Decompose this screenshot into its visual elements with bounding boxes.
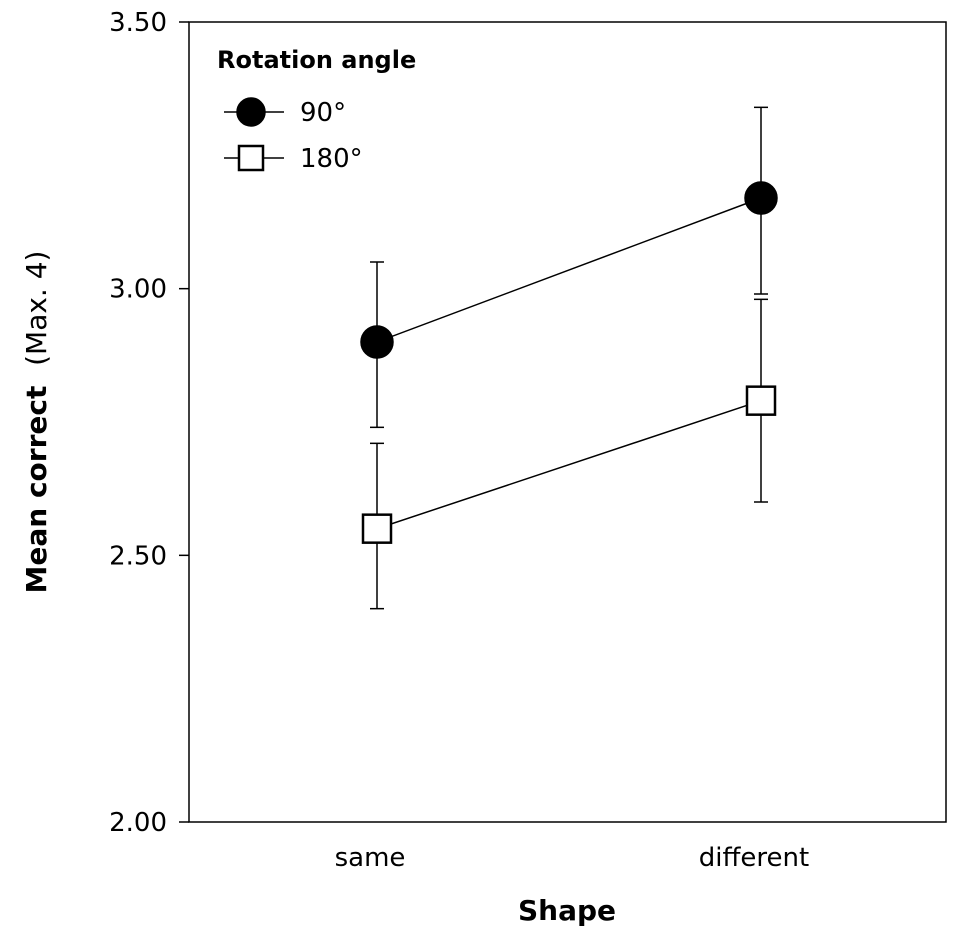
data-point: [745, 385, 777, 416]
series-1: [360, 106, 778, 429]
legend: Rotation angle 90° 180°: [217, 46, 416, 174]
series-layer: [360, 106, 778, 610]
y-tick-label: 3.50: [109, 8, 167, 38]
y-axis-title: Mean correct (Max. 4): [20, 251, 53, 594]
y-tick-label: 3.00: [109, 275, 167, 305]
y-axis-title-main: Mean correct: [20, 386, 53, 594]
legend-entry: 180°: [224, 144, 363, 174]
legend-label: 180°: [300, 144, 363, 174]
data-point: [744, 181, 778, 215]
y-axis-title-sub: (Max. 4): [20, 251, 53, 366]
y-axis: 2.00 2.50 3.00 3.50: [109, 8, 189, 838]
plot-frame: [188, 21, 947, 823]
legend-marker: [236, 97, 266, 127]
legend-entry: 90°: [224, 97, 346, 128]
y-tick-label: 2.00: [109, 808, 167, 838]
x-axis: same different: [335, 843, 810, 873]
legend-title: Rotation angle: [217, 46, 416, 74]
x-tick-label: different: [699, 843, 809, 873]
series-line: [376, 197, 762, 343]
legend-label: 90°: [300, 98, 346, 128]
legend-marker: [237, 144, 265, 172]
x-tick-label: same: [335, 843, 406, 873]
data-point: [361, 513, 393, 544]
x-axis-title: Shape: [518, 894, 616, 927]
series-line: [376, 399, 762, 530]
y-tick-label: 2.50: [109, 541, 167, 571]
series-2: [361, 298, 777, 610]
data-point: [360, 325, 394, 359]
